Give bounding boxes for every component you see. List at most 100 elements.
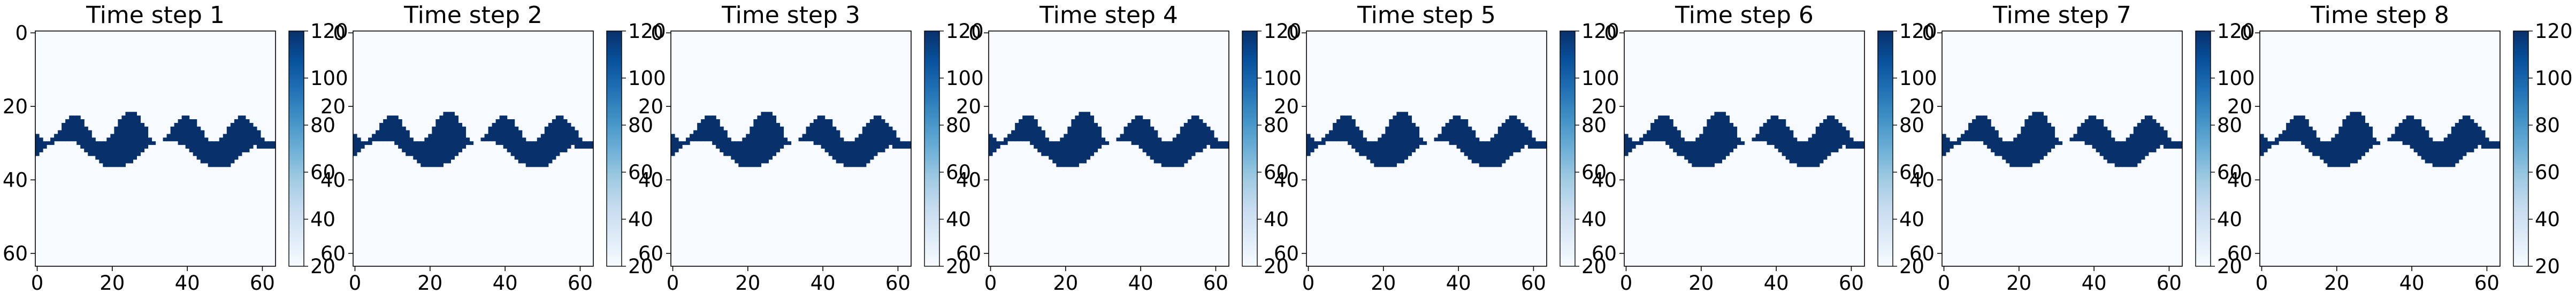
heatmap-cell-column <box>267 141 272 149</box>
heatmap-cell-column <box>2391 134 2396 142</box>
subplot-title: Time step 5 <box>1357 2 1496 29</box>
heatmap-cell-column <box>125 112 129 164</box>
heatmap-cell-column <box>2279 134 2283 142</box>
heatmap-cell-column <box>178 119 182 145</box>
axes-frame <box>353 30 594 267</box>
heatmap-cell-column <box>1486 141 1491 167</box>
heatmap-cell-column <box>1318 141 1322 145</box>
heatmap-cell-column <box>58 130 62 142</box>
heatmap-cell-column <box>368 137 372 145</box>
colorbar-tick-label: 40 <box>1899 208 1924 231</box>
heatmap-cell-column <box>1404 112 1409 160</box>
heatmap-cell-column <box>768 112 773 160</box>
subplot-title: Time step 8 <box>2310 2 2449 29</box>
heatmap-cell-column <box>1310 137 1314 152</box>
heatmap-cell-column <box>2323 141 2328 164</box>
colorbar-tick-label: 120 <box>1264 20 1302 43</box>
heatmap-cell-column <box>738 141 743 167</box>
heatmap-cell-column <box>253 126 257 145</box>
heatmap-cell-column <box>249 122 254 149</box>
heatmap-cell-column <box>1707 119 1711 167</box>
y-tick-label: 20 <box>1909 95 1935 118</box>
heatmap-cell-column <box>567 122 571 149</box>
colorbar-tick-label: 120 <box>2217 20 2255 43</box>
heatmap-cell-column <box>2290 119 2294 142</box>
heatmap-cell-column <box>402 126 406 152</box>
heatmap-cell-column <box>230 122 235 164</box>
heatmap-cell-column <box>2069 137 2074 142</box>
x-tick-label: 20 <box>417 272 442 295</box>
axes-frame <box>35 30 276 267</box>
heatmap-band <box>1306 112 1547 167</box>
heatmap-cell-column <box>499 115 504 145</box>
heatmap-cell-column <box>1363 137 1367 156</box>
x-tick-label: 0 <box>1620 272 1633 295</box>
colorbar-tick-label: 60 <box>946 161 971 184</box>
heatmap-cell-column <box>432 126 436 167</box>
y-tick-label: 0 <box>1604 21 1617 44</box>
heatmap-cell-column <box>2133 126 2138 167</box>
heatmap-cell-column <box>1094 122 1098 152</box>
heatmap-cell-column <box>361 141 365 149</box>
heatmap-cell-column <box>1453 115 1457 145</box>
heatmap-cell-column <box>2309 126 2313 152</box>
heatmap-cell-column <box>1965 130 1969 142</box>
heatmap-cell-column <box>1677 130 1681 156</box>
heatmap-cell-column <box>1703 126 1707 167</box>
heatmap-cell-column <box>428 134 432 167</box>
heatmap-cell-column <box>238 115 242 156</box>
heatmap-cell-column <box>839 137 844 164</box>
heatmap-cell-column <box>2103 126 2108 160</box>
heatmap-cell-column <box>223 134 227 167</box>
heatmap-cell-column <box>1826 115 1831 156</box>
colorbar-tick-label: 60 <box>2217 161 2242 184</box>
heatmap-cell-column <box>1860 141 1865 149</box>
x-tick-label: 60 <box>2157 272 2182 295</box>
heatmap-cell-column <box>208 141 212 167</box>
colorbar-gradient <box>2195 30 2211 267</box>
heatmap-cell-column <box>1359 130 1363 156</box>
heatmap-cell-column <box>50 137 55 145</box>
x-tick-label: 0 <box>349 272 362 295</box>
heatmap-cell-column <box>2485 137 2489 149</box>
heatmap-cell-column <box>2488 141 2493 149</box>
heatmap-cell-column <box>1684 141 1688 160</box>
heatmap-cell-column <box>2129 134 2134 167</box>
colorbar-tick-label: 80 <box>2217 114 2242 137</box>
heatmap-cell-column <box>2137 122 2142 164</box>
y-tick-label: 20 <box>1592 95 1617 118</box>
colorbar-tick-label: 20 <box>946 255 971 278</box>
colorbar-tick-label: 120 <box>946 20 984 43</box>
colorbar-tick-label: 20 <box>2217 255 2242 278</box>
heatmap-cell-column <box>2387 137 2392 142</box>
heatmap-cell-column <box>2271 141 2275 145</box>
heatmap-cell-column <box>2092 115 2097 149</box>
heatmap-cell-column <box>204 137 209 164</box>
heatmap-cell-column <box>1314 141 1318 149</box>
heatmap-cell-column <box>234 119 239 160</box>
heatmap-cell-column <box>1325 134 1329 142</box>
heatmap-cell-column <box>2492 141 2497 149</box>
heatmap-cell-column <box>2021 126 2025 167</box>
heatmap-cell-column <box>54 134 58 142</box>
heatmap-cell-column <box>2413 119 2418 152</box>
heatmap-cell-column <box>62 122 66 142</box>
axes-frame <box>670 30 912 267</box>
heatmap-cell-column <box>761 112 765 164</box>
heatmap-cell-column <box>1699 134 1703 167</box>
heatmap-cell-column <box>1217 141 1222 149</box>
heatmap-cell-column <box>783 137 788 145</box>
heatmap-cell-column <box>1819 122 1824 164</box>
heatmap-cell-column <box>1471 130 1476 164</box>
heatmap-cell-column <box>39 137 43 152</box>
colorbar-gradient <box>1242 30 1258 267</box>
heatmap-cell-column <box>2152 119 2157 152</box>
heatmap-cell-column <box>144 126 149 149</box>
heatmap-cell-column <box>450 112 455 160</box>
heatmap-cell-column <box>1527 130 1532 149</box>
heatmap-cell-column <box>1983 115 1988 145</box>
x-tick-label: 40 <box>493 272 518 295</box>
heatmap-cell-column <box>1123 126 1128 142</box>
